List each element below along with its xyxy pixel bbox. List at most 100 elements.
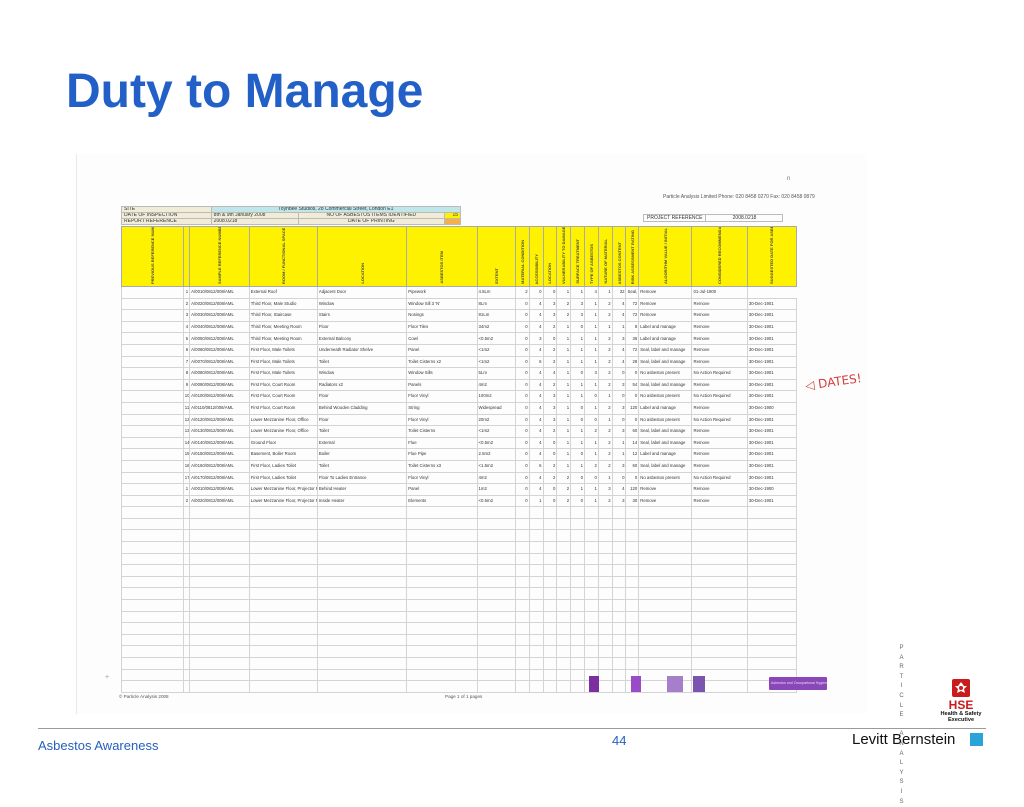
table-cell: 32 bbox=[612, 287, 626, 299]
table-cell: 4 bbox=[529, 484, 543, 496]
table-cell: Remove bbox=[639, 484, 692, 496]
table-cell: 1 bbox=[612, 449, 626, 461]
table-cell bbox=[585, 553, 599, 565]
table-cell bbox=[747, 576, 796, 588]
table-row-empty bbox=[122, 507, 797, 519]
table-cell bbox=[317, 646, 406, 658]
table-cell bbox=[571, 623, 585, 635]
table-cell: First Floor, Court Room bbox=[249, 402, 317, 414]
table-cell bbox=[477, 588, 515, 600]
table-cell: 12 bbox=[626, 449, 639, 461]
table-cell: Panel bbox=[407, 344, 477, 356]
table-cell: A/0060/0812/008/AML bbox=[190, 344, 250, 356]
table-cell: 6 bbox=[529, 356, 543, 368]
table-cell: Remove bbox=[692, 495, 747, 507]
table-cell bbox=[585, 530, 599, 542]
table-cell: 0 bbox=[515, 402, 529, 414]
table-cell: 2 bbox=[543, 321, 557, 333]
table-cell: 2 bbox=[598, 426, 612, 438]
logo-mark bbox=[693, 676, 705, 692]
table-cell: First Floor, Court Room bbox=[249, 379, 317, 391]
hse-subtitle-2: Executive bbox=[935, 717, 987, 723]
table-cell: 0 bbox=[515, 484, 529, 496]
table-cell bbox=[407, 588, 477, 600]
table-cell: 60 bbox=[626, 460, 639, 472]
table-cell: 30-Dec-1901 bbox=[747, 368, 796, 380]
register-column-header: SAMPLE REFERENCE NUMBER bbox=[190, 227, 250, 287]
table-cell: 1 bbox=[598, 287, 612, 299]
table-cell: 0 bbox=[515, 426, 529, 438]
table-cell: 2 bbox=[598, 437, 612, 449]
table-cell bbox=[515, 530, 529, 542]
table-cell bbox=[477, 507, 515, 519]
logo-mark bbox=[589, 676, 599, 692]
register-column-label: LOCATION bbox=[359, 262, 366, 285]
table-cell: Third Floor, Male Studio bbox=[249, 298, 317, 310]
table-cell: Toilet bbox=[317, 426, 406, 438]
table-cell: 0 bbox=[529, 287, 543, 299]
table-cell: Toilet Cisterns x3 bbox=[407, 460, 477, 472]
table-cell: A/0090/0812/008/AML bbox=[190, 379, 250, 391]
table-cell: 1 bbox=[557, 333, 571, 345]
table-cell bbox=[317, 507, 406, 519]
table-cell: 120 bbox=[626, 402, 639, 414]
table-cell: 30-Dec-1901 bbox=[747, 356, 796, 368]
table-cell bbox=[571, 681, 585, 693]
table-cell bbox=[317, 658, 406, 670]
table-cell bbox=[477, 530, 515, 542]
table-cell: 1 bbox=[585, 379, 599, 391]
table-cell bbox=[122, 634, 184, 646]
table-cell: Flue bbox=[407, 437, 477, 449]
table-cell: 0 bbox=[543, 437, 557, 449]
table-cell bbox=[317, 681, 406, 693]
table-cell bbox=[612, 623, 626, 635]
table-cell bbox=[122, 553, 184, 565]
vertical-brand-letter: I bbox=[899, 682, 905, 692]
table-cell: 1 bbox=[557, 402, 571, 414]
table-cell bbox=[557, 530, 571, 542]
table-cell: 4 bbox=[612, 344, 626, 356]
table-cell bbox=[317, 623, 406, 635]
table-cell bbox=[249, 600, 317, 612]
table-cell bbox=[557, 646, 571, 658]
table-cell bbox=[122, 518, 184, 530]
table-cell bbox=[626, 658, 639, 670]
vertical-brand-letter: L bbox=[899, 702, 905, 712]
table-cell bbox=[122, 484, 184, 496]
table-cell bbox=[598, 507, 612, 519]
table-cell bbox=[571, 669, 585, 681]
table-cell: 0 bbox=[515, 368, 529, 380]
table-cell bbox=[543, 507, 557, 519]
table-cell bbox=[515, 518, 529, 530]
table-cell: 3 bbox=[571, 298, 585, 310]
table-cell: 0 bbox=[515, 298, 529, 310]
table-row-empty bbox=[122, 634, 797, 646]
table-cell: 3 bbox=[598, 484, 612, 496]
table-cell: 30-Dec-1901 bbox=[747, 379, 796, 391]
table-cell bbox=[747, 658, 796, 670]
table-cell: 1 bbox=[585, 298, 599, 310]
table-cell bbox=[122, 460, 184, 472]
table-cell: 2 bbox=[557, 484, 571, 496]
table-cell: 0 bbox=[612, 391, 626, 403]
table-cell: 60 bbox=[626, 426, 639, 438]
table-cell bbox=[585, 646, 599, 658]
table-cell bbox=[598, 634, 612, 646]
table-cell: 2 bbox=[543, 460, 557, 472]
table-cell bbox=[557, 600, 571, 612]
table-cell: 1 bbox=[585, 356, 599, 368]
table-cell bbox=[747, 646, 796, 658]
register-column-header: ACCESSIBILITY bbox=[529, 227, 543, 287]
table-cell: Remove bbox=[692, 402, 747, 414]
register-column-header: PREVIOUS REFERENCE NUMBER bbox=[122, 227, 184, 287]
table-cell bbox=[317, 518, 406, 530]
table-cell: 1 bbox=[571, 426, 585, 438]
table-cell bbox=[692, 611, 747, 623]
table-cell bbox=[692, 518, 747, 530]
table-cell: 1 bbox=[571, 287, 585, 299]
table-row-empty bbox=[122, 646, 797, 658]
